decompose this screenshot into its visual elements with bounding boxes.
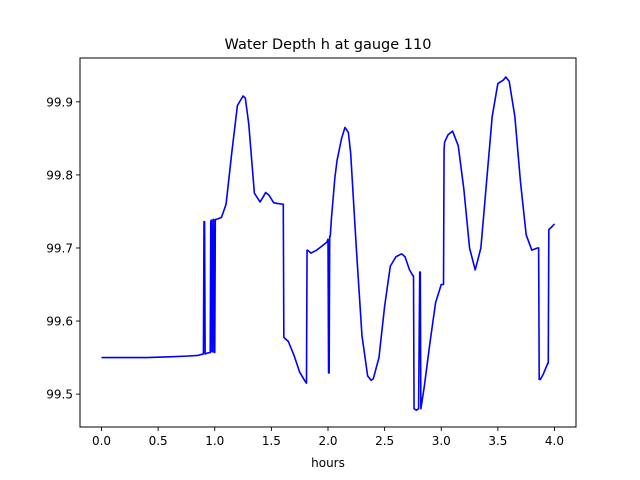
x-tick-label: 4.0 [545, 434, 564, 448]
x-tick-label: 1.0 [205, 434, 224, 448]
y-tick-label: 99.8 [46, 168, 73, 182]
y-tick-label: 99.5 [46, 388, 73, 402]
x-axis-label: hours [311, 456, 345, 470]
x-tick-label: 0.0 [92, 434, 111, 448]
y-tick-label: 99.6 [46, 315, 73, 329]
y-tick-label: 99.7 [46, 241, 73, 255]
chart-title: Water Depth h at gauge 110 [225, 37, 432, 53]
x-tick-label: 3.5 [488, 434, 507, 448]
x-tick-label: 1.5 [262, 434, 281, 448]
x-axis: 0.0 0.5 1.0 1.5 2.0 2.5 3.0 3.5 4.0 [92, 427, 564, 448]
x-tick-label: 0.5 [149, 434, 168, 448]
x-tick-label: 3.0 [432, 434, 451, 448]
y-axis: 99.5 99.6 99.7 99.8 99.9 [46, 95, 80, 402]
series-line [101, 76, 556, 411]
y-tick-label: 99.9 [46, 95, 73, 109]
x-tick-label: 2.0 [318, 434, 337, 448]
plot-area [101, 76, 556, 411]
x-tick-label: 2.5 [375, 434, 394, 448]
